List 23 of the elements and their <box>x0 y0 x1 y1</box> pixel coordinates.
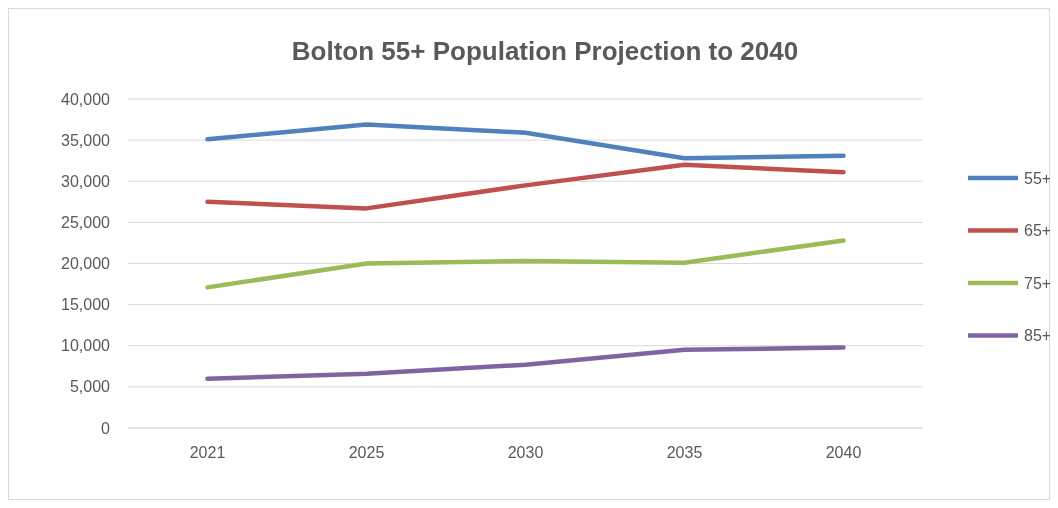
y-tick-label: 40,000 <box>61 90 111 108</box>
y-tick-label: 35,000 <box>61 131 111 149</box>
legend-label: 65+ <box>1024 222 1052 240</box>
x-tick-label: 2035 <box>666 444 703 461</box>
line-series <box>205 238 846 290</box>
line-series <box>205 122 846 161</box>
legend-label: 75+ <box>1024 274 1052 292</box>
line-series <box>205 162 846 211</box>
y-tick-label: 0 <box>101 419 111 437</box>
y-tick-label: 30,000 <box>61 172 111 190</box>
y-tick-label: 20,000 <box>61 255 111 273</box>
legend-label: 85+ <box>1024 327 1052 345</box>
x-tick-label: 2040 <box>825 444 862 461</box>
y-tick-label: 5,000 <box>69 378 111 396</box>
chart-title: Bolton 55+ Population Projection to 2040 <box>291 36 799 66</box>
y-tick-label: 15,000 <box>61 296 111 314</box>
x-tick-label: 2030 <box>507 444 544 461</box>
x-tick-label: 2021 <box>189 444 226 461</box>
y-tick-label: 10,000 <box>61 337 111 355</box>
x-tick-label: 2025 <box>348 444 385 461</box>
legend-label: 55+ <box>1024 169 1052 187</box>
y-tick-label: 25,000 <box>61 213 111 231</box>
line-series <box>205 345 846 381</box>
